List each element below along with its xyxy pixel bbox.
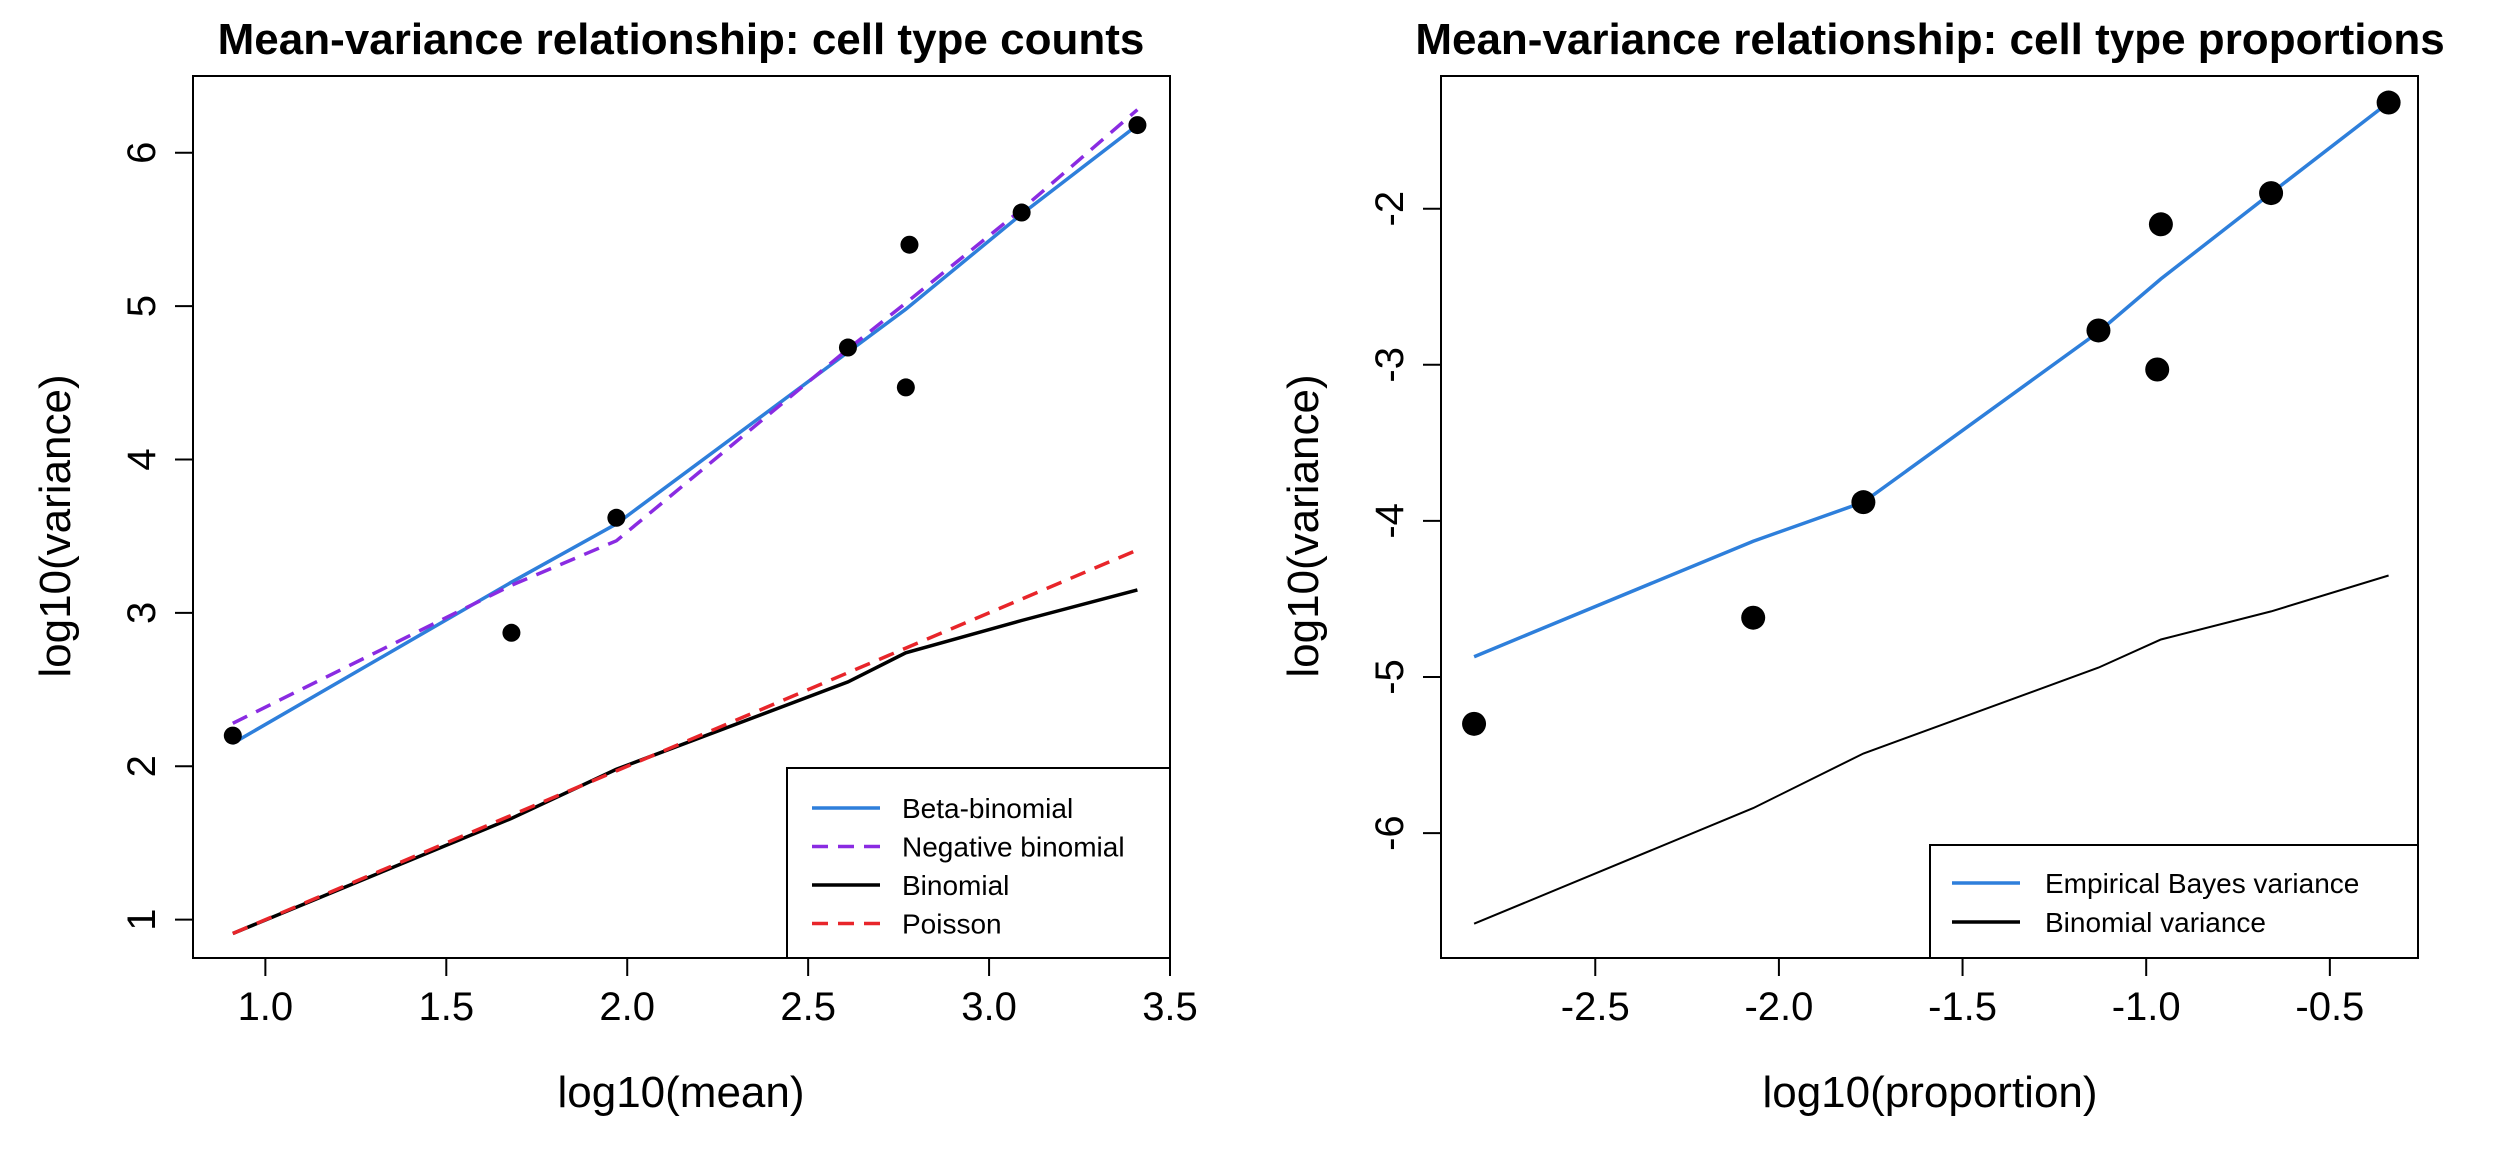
y-tick-label: -4: [1368, 503, 1412, 539]
y-tick-label: -6: [1368, 815, 1412, 851]
y-tick-label: 6: [120, 142, 164, 164]
x-tick-label: 1.0: [238, 985, 294, 1029]
x-axis-ticks: 1.0 1.5 2.0 2.5 3.0 3.5: [238, 958, 1198, 1029]
y-tick-label: 2: [120, 755, 164, 777]
points-layer: [1462, 90, 2401, 736]
y-tick-label: -3: [1368, 347, 1412, 383]
legend: Beta-binomial Negative binomial Binomial Po…: [786, 767, 1171, 959]
series-line-beta-binomial: [231, 123, 1139, 745]
data-point: [1462, 711, 1487, 736]
x-axis-label: log10(proportion): [1762, 1068, 2097, 1117]
plot-frame: [192, 75, 1171, 959]
data-point: [896, 378, 915, 397]
panel-cell-type-proportions: Mean-variance relationship: cell type pr…: [1279, 15, 2445, 1117]
data-point: [900, 235, 919, 254]
x-tick-label: 2.5: [780, 985, 836, 1029]
data-point: [1741, 605, 1766, 630]
y-axis-ticks: -6 -5 -4 -3 -2: [1368, 191, 1441, 851]
data-point: [607, 508, 626, 527]
plot-frame: [1440, 75, 2419, 959]
x-tick-label: -0.5: [2295, 985, 2364, 1029]
legend-label-negative-binomial: Negative binomial: [902, 832, 1125, 863]
points-layer: [223, 116, 1147, 745]
x-tick-label: 1.5: [418, 985, 474, 1029]
y-tick-label: -2: [1368, 191, 1412, 227]
x-tick-label: 3.5: [1142, 985, 1198, 1029]
data-point: [838, 338, 857, 357]
series-line-binomial: [232, 588, 1138, 936]
data-point: [223, 726, 242, 745]
data-point: [2376, 90, 2401, 115]
series-line-binomial-variance: [1473, 574, 2389, 925]
x-tick-label: -2.5: [1561, 985, 1630, 1029]
legend-label-beta-binomial: Beta-binomial: [902, 793, 1073, 824]
x-tick-label: -1.0: [2112, 985, 2181, 1029]
legend-box: [1929, 844, 2419, 959]
x-tick-label: -1.5: [1928, 985, 1997, 1029]
data-point: [1012, 203, 1031, 222]
series-layer: [1473, 101, 2390, 925]
legend-box: [786, 767, 1171, 959]
panel-cell-type-counts: Mean-variance relationship: cell type co…: [31, 15, 1198, 1117]
series-line-empirical-bayes-variance: [1473, 101, 2390, 659]
y-tick-label: 1: [120, 909, 164, 931]
data-point: [1851, 490, 1876, 515]
data-point: [502, 623, 521, 642]
x-axis-ticks: -2.5 -2.0 -1.5 -1.0 -0.5: [1561, 958, 2364, 1029]
y-tick-label: 3: [120, 602, 164, 624]
data-point: [2145, 357, 2170, 382]
data-point: [1128, 116, 1147, 135]
legend: Empirical Bayes variance Binomial varianc…: [1929, 844, 2419, 959]
y-axis-label: log10(variance): [31, 374, 80, 677]
y-tick-label: 5: [120, 295, 164, 317]
y-tick-label: 4: [120, 448, 164, 470]
series-line-negative-binomial: [232, 108, 1139, 725]
data-point: [2086, 318, 2111, 343]
legend-label-poisson: Poisson: [902, 909, 1002, 940]
chart-title: Mean-variance relationship: cell type co…: [218, 15, 1145, 64]
y-axis-label: log10(variance): [1279, 374, 1328, 677]
legend-label-binomial: Binomial: [902, 870, 1009, 901]
data-point: [2259, 181, 2284, 206]
y-tick-label: -5: [1368, 659, 1412, 695]
x-axis-label: log10(mean): [557, 1068, 804, 1117]
x-tick-label: -2.0: [1744, 985, 1813, 1029]
legend-label-empirical-bayes-variance: Empirical Bayes variance: [2045, 868, 2359, 899]
x-tick-label: 2.0: [599, 985, 655, 1029]
legend-label-binomial-variance: Binomial variance: [2045, 907, 2266, 938]
x-tick-label: 3.0: [961, 985, 1017, 1029]
chart-title: Mean-variance relationship: cell type pr…: [1415, 15, 2444, 64]
data-point: [2148, 212, 2173, 237]
y-axis-ticks: 1 2 3 4 5 6: [120, 142, 193, 931]
